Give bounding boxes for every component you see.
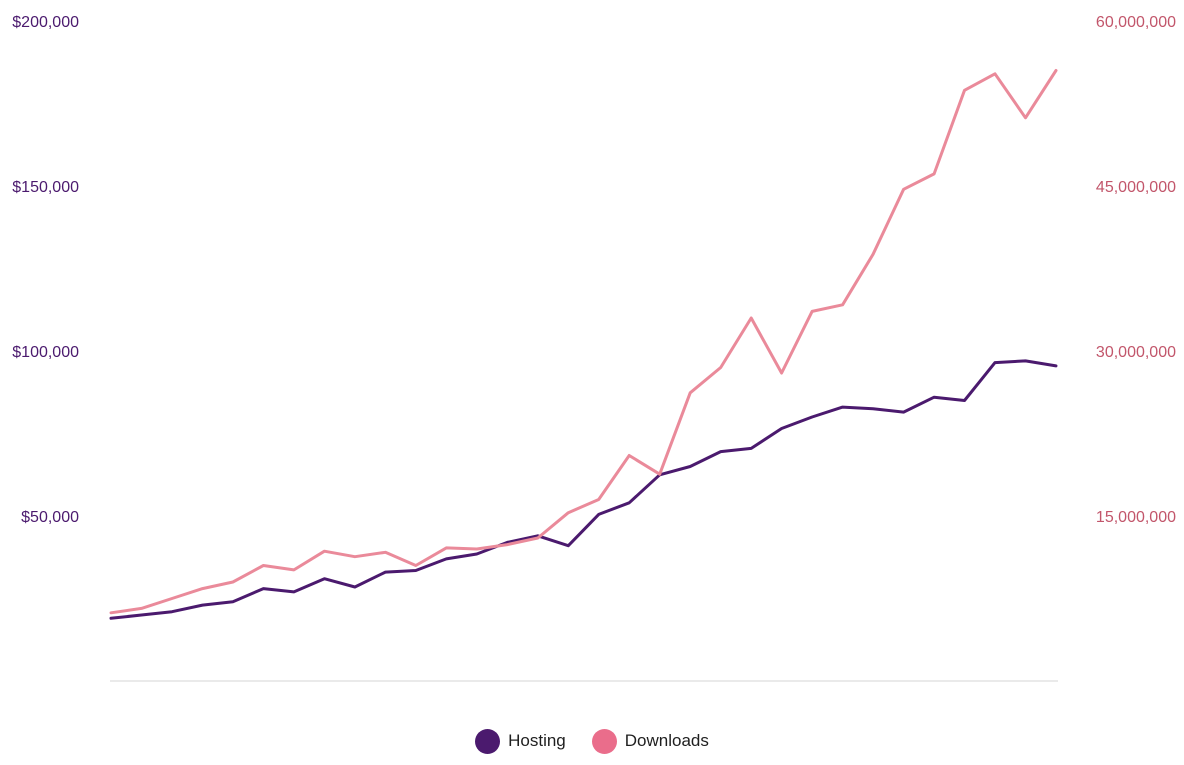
legend-label-downloads: Downloads [624, 731, 709, 750]
series-lines [109, 69, 1058, 620]
line-chart: $200,000 $150,000 $100,000 $50,000 60,000,0… [12, 14, 1176, 682]
right-tick-label: 60,000,000 [1096, 14, 1176, 31]
series-line-hosting [109, 359, 1058, 620]
legend: Hosting Downloads [0, 728, 1184, 754]
right-tick-label: 15,000,000 [1096, 509, 1176, 526]
legend-item-hosting[interactable]: Hosting [475, 728, 566, 754]
legend-swatch-hosting [475, 728, 501, 754]
left-axis: $200,000 $150,000 $100,000 $50,000 [12, 14, 79, 526]
legend-label-hosting: Hosting [508, 731, 566, 750]
left-tick-label: $200,000 [12, 14, 79, 31]
series-line-downloads [109, 69, 1058, 615]
left-tick-label: $100,000 [12, 344, 79, 361]
legend-swatch-downloads [591, 728, 617, 754]
left-tick-label: $50,000 [21, 509, 79, 526]
legend-item-downloads[interactable]: Downloads [591, 728, 709, 754]
right-tick-label: 45,000,000 [1096, 179, 1176, 196]
left-tick-label: $150,000 [12, 179, 79, 196]
right-axis: 60,000,000 45,000,000 30,000,000 15,000,000 [1096, 14, 1176, 526]
right-tick-label: 30,000,000 [1096, 344, 1176, 361]
